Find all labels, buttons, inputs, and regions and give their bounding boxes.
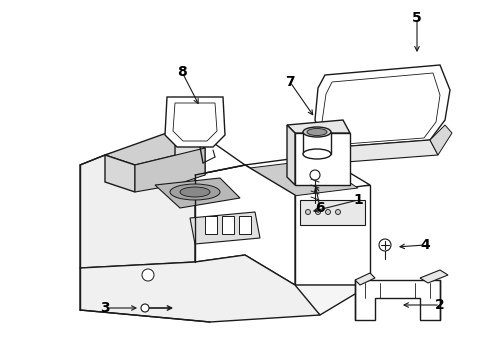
Polygon shape <box>287 120 350 133</box>
Polygon shape <box>245 255 370 315</box>
Polygon shape <box>355 280 440 320</box>
Ellipse shape <box>303 127 331 137</box>
Text: 6: 6 <box>315 201 325 215</box>
Polygon shape <box>190 212 260 244</box>
Polygon shape <box>135 148 205 192</box>
Polygon shape <box>420 270 448 283</box>
Polygon shape <box>105 155 135 192</box>
Polygon shape <box>300 200 365 225</box>
Polygon shape <box>195 165 295 285</box>
Circle shape <box>141 304 149 312</box>
Text: 3: 3 <box>100 301 110 315</box>
Polygon shape <box>80 255 320 322</box>
Polygon shape <box>325 140 438 163</box>
Text: 2: 2 <box>435 298 445 312</box>
Polygon shape <box>295 185 370 285</box>
Polygon shape <box>105 130 205 165</box>
Circle shape <box>379 239 391 251</box>
Polygon shape <box>175 130 205 175</box>
Polygon shape <box>287 125 295 185</box>
Text: 5: 5 <box>412 11 422 25</box>
Polygon shape <box>322 73 440 145</box>
Polygon shape <box>173 103 217 141</box>
Ellipse shape <box>180 187 210 197</box>
Polygon shape <box>303 132 331 154</box>
FancyBboxPatch shape <box>222 216 234 234</box>
Circle shape <box>310 170 320 180</box>
Polygon shape <box>355 273 375 285</box>
Polygon shape <box>80 155 195 268</box>
FancyBboxPatch shape <box>239 216 251 234</box>
Ellipse shape <box>170 184 220 200</box>
Text: 7: 7 <box>285 75 295 89</box>
Text: 4: 4 <box>420 238 430 252</box>
Polygon shape <box>245 165 295 285</box>
Circle shape <box>325 210 330 215</box>
Ellipse shape <box>307 129 327 135</box>
Polygon shape <box>165 97 225 147</box>
Circle shape <box>305 210 311 215</box>
Circle shape <box>142 269 154 281</box>
Text: 1: 1 <box>353 193 363 207</box>
Polygon shape <box>315 65 450 148</box>
Polygon shape <box>430 125 452 155</box>
Circle shape <box>316 210 320 215</box>
Polygon shape <box>295 133 350 185</box>
FancyBboxPatch shape <box>205 216 217 234</box>
Polygon shape <box>245 155 370 195</box>
Ellipse shape <box>303 149 331 159</box>
Polygon shape <box>250 160 358 196</box>
Text: 8: 8 <box>177 65 187 79</box>
Circle shape <box>336 210 341 215</box>
Polygon shape <box>105 130 245 175</box>
Polygon shape <box>155 178 240 208</box>
